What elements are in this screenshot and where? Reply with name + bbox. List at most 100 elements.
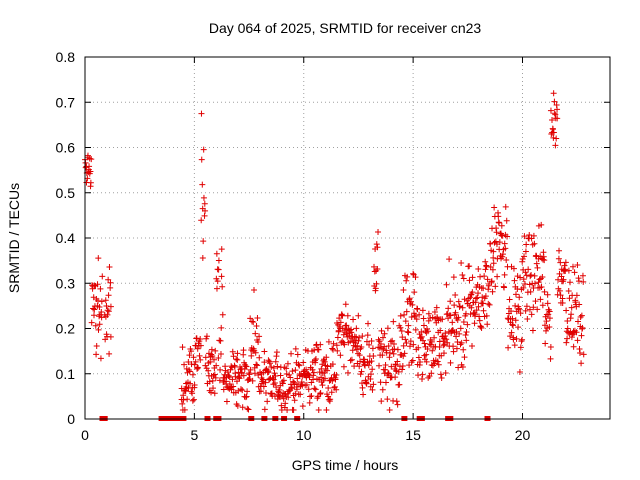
data-point — [412, 326, 419, 333]
data-point — [329, 377, 336, 384]
data-point — [549, 126, 556, 133]
data-point — [91, 282, 98, 289]
data-point — [472, 311, 479, 318]
data-point — [437, 371, 444, 378]
data-point — [412, 312, 419, 319]
data-point — [450, 348, 457, 355]
data-point — [240, 372, 247, 379]
data-point — [309, 366, 316, 373]
data-point — [512, 302, 519, 309]
data-point — [252, 330, 259, 337]
data-point — [538, 221, 545, 228]
data-point — [317, 391, 324, 398]
data-point — [311, 385, 318, 392]
data-point — [371, 268, 378, 275]
data-point — [325, 385, 332, 392]
data-point — [200, 146, 207, 153]
data-point — [356, 334, 363, 341]
data-point — [542, 327, 549, 334]
y-tick-label: 0.6 — [56, 140, 76, 156]
data-point — [575, 318, 582, 325]
data-point — [92, 322, 99, 329]
data-point — [385, 343, 392, 350]
data-point — [330, 346, 337, 353]
data-point — [477, 273, 484, 280]
data-point — [503, 256, 510, 263]
data-point — [386, 406, 393, 413]
data-point — [556, 287, 563, 294]
data-point — [256, 333, 263, 340]
data-point — [390, 341, 397, 348]
data-point — [201, 200, 208, 207]
data-point — [573, 292, 580, 299]
data-point — [392, 374, 399, 381]
data-point — [217, 337, 224, 344]
data-point — [86, 163, 93, 170]
data-point — [485, 286, 492, 293]
data-point — [270, 365, 277, 372]
data-point — [250, 319, 257, 326]
data-point — [421, 340, 428, 347]
data-point — [369, 366, 376, 373]
data-point — [289, 368, 296, 375]
data-point — [200, 238, 207, 245]
data-point — [446, 256, 453, 263]
data-point — [425, 310, 432, 317]
data-point — [189, 371, 196, 378]
data-point — [523, 303, 530, 310]
data-point — [182, 388, 189, 395]
data-point — [202, 207, 209, 214]
data-point — [220, 386, 227, 393]
data-point — [414, 306, 421, 313]
data-point — [377, 379, 384, 386]
data-point — [240, 347, 247, 354]
data-point — [312, 386, 319, 393]
data-point — [305, 386, 312, 393]
data-point — [565, 288, 572, 295]
data-point — [359, 333, 366, 340]
data-point — [333, 371, 340, 378]
data-point — [107, 333, 114, 340]
data-point — [516, 368, 523, 375]
data-point — [373, 280, 380, 287]
y-tick-label: 0.8 — [56, 49, 76, 65]
data-point — [180, 396, 187, 403]
data-point — [419, 371, 426, 378]
data-point — [515, 305, 522, 312]
data-point — [480, 307, 487, 314]
data-point — [270, 376, 277, 383]
data-point — [440, 350, 447, 357]
data-point — [517, 310, 524, 317]
data-point — [188, 361, 195, 368]
data-point — [576, 301, 583, 308]
data-point — [294, 351, 301, 358]
data-point — [568, 304, 575, 311]
data-point — [229, 376, 236, 383]
data-point — [339, 338, 346, 345]
data-point — [409, 301, 416, 308]
data-point — [355, 312, 362, 319]
data-point — [219, 311, 226, 318]
data-point — [198, 110, 205, 117]
data-point — [551, 98, 558, 105]
data-point — [428, 370, 435, 377]
data-point — [456, 303, 463, 310]
data-point — [520, 276, 527, 283]
data-point — [231, 363, 238, 370]
data-point — [235, 374, 242, 381]
data-point — [234, 356, 241, 363]
data-point — [512, 317, 519, 324]
data-point — [408, 314, 415, 321]
data-point — [370, 381, 377, 388]
data-point — [273, 353, 280, 360]
data-point — [415, 372, 422, 379]
data-point — [492, 238, 499, 245]
data-point — [375, 336, 382, 343]
data-point — [533, 260, 540, 267]
data-point — [526, 231, 533, 238]
data-point — [266, 360, 273, 367]
data-point — [365, 320, 372, 327]
data-point — [256, 354, 263, 361]
data-point — [453, 345, 460, 352]
data-point — [347, 338, 354, 345]
